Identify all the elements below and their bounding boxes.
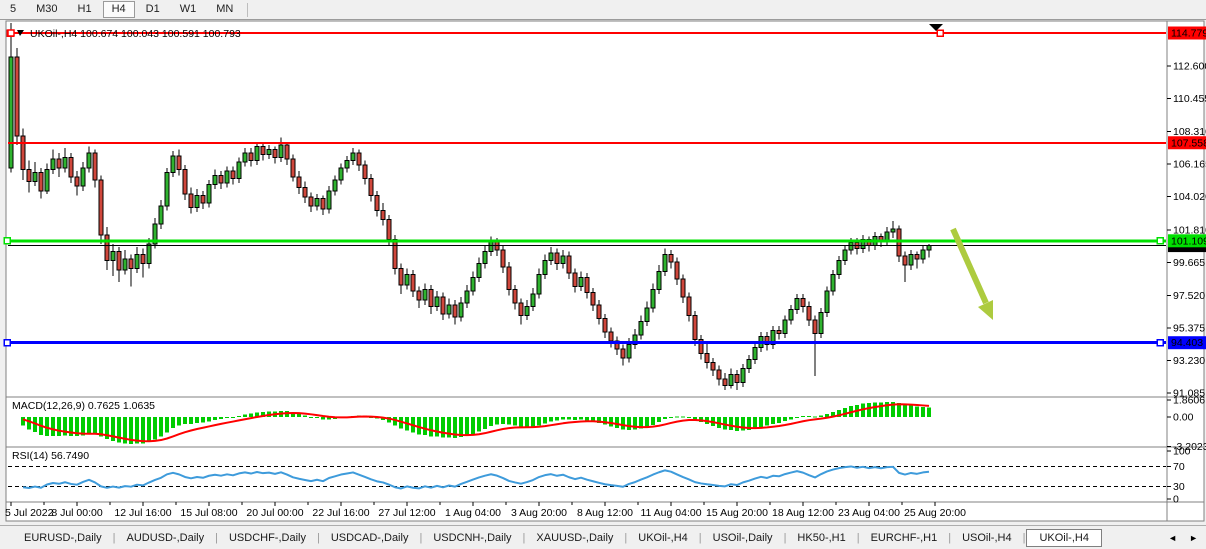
svg-text:0.00: 0.00 [1173, 412, 1194, 424]
svg-text:-3.2023: -3.2023 [1173, 441, 1206, 453]
tab-eurchf-h1[interactable]: EURCHF-,H1 [870, 531, 938, 544]
tab-usoil-daily[interactable]: USOil-,Daily [712, 531, 773, 544]
svg-text:15 Jul 08:00: 15 Jul 08:00 [180, 507, 237, 519]
svg-text:106.165: 106.165 [1173, 158, 1206, 170]
tab-separator: | [856, 531, 860, 544]
tf-button-5[interactable]: 5 [10, 3, 17, 15]
tab-usoil-h4[interactable]: USOil-,H4 [962, 531, 1012, 544]
tab-separator: | [522, 531, 526, 544]
toolbar-separator [247, 2, 249, 17]
svg-text:15 Aug 20:00: 15 Aug 20:00 [706, 507, 768, 519]
svg-text:20 Jul 00:00: 20 Jul 00:00 [246, 507, 303, 519]
chart-tabs: EURUSD-,Daily | AUDUSD-,Daily | USDCHF-,Dail… [14, 528, 1102, 547]
svg-text:8 Aug 12:00: 8 Aug 12:00 [577, 507, 633, 519]
svg-text:8 Jul 00:00: 8 Jul 00:00 [51, 507, 103, 519]
tab-separator: | [215, 531, 218, 544]
svg-text:0: 0 [1173, 494, 1179, 506]
svg-text:93.230: 93.230 [1173, 355, 1205, 367]
svg-text:3 Aug 20:00: 3 Aug 20:00 [511, 507, 567, 519]
tab-scroll-right-icon[interactable]: ► [1189, 532, 1198, 543]
horizontal-lines[interactable] [3, 29, 1166, 347]
tf-button-h4[interactable]: H4 [102, 1, 135, 18]
svg-text:112.600: 112.600 [1173, 61, 1206, 73]
svg-text:104.020: 104.020 [1173, 191, 1206, 203]
tf-button-mn[interactable]: MN [216, 3, 234, 15]
tab-separator: | [624, 531, 628, 544]
timeframe-toolbar: 5 M30 H1 H4 D1 W1 MN [0, 0, 1206, 20]
svg-text:97.520: 97.520 [1173, 290, 1205, 302]
tab-ukoil-h4[interactable]: UKOil-,H4 [1026, 528, 1102, 547]
rsi-label: RSI(14) 56.7490 [12, 450, 89, 462]
macd-panel[interactable]: 1.8606 0.00 -3.2023 MACD(12,26,9) 0.7625 1.… [12, 394, 1206, 453]
tab-separator: | [948, 531, 952, 544]
tab-xauusd-daily[interactable]: XAUUSD-,Daily [536, 531, 614, 544]
svg-text:101.810: 101.810 [1173, 225, 1206, 237]
svg-text:22 Jul 16:00: 22 Jul 16:00 [312, 507, 369, 519]
tab-separator: | [112, 531, 116, 544]
tf-button-h1[interactable]: H1 [77, 3, 92, 15]
candles-layer [8, 23, 932, 390]
tab-ukoil-h4[interactable]: UKOil-,H4 [638, 531, 688, 544]
line-handle-icon[interactable] [7, 29, 15, 37]
svg-text:101.109: 101.109 [1171, 235, 1206, 247]
svg-text:11 Aug 04:00: 11 Aug 04:00 [640, 507, 701, 519]
chart-dropdown-icon[interactable] [17, 30, 24, 36]
tab-hk50-h1[interactable]: HK50-,H1 [797, 531, 846, 544]
macd-label: MACD(12,26,9) 0.7625 1.0635 [12, 400, 155, 412]
svg-text:94.403: 94.403 [1171, 337, 1203, 349]
svg-text:114.779: 114.779 [1171, 28, 1206, 40]
tab-separator: | [1022, 531, 1026, 544]
chart-window [5, 20, 1205, 522]
tab-scroll-left-icon[interactable]: ◄ [1168, 532, 1178, 543]
svg-text:99.665: 99.665 [1173, 257, 1205, 269]
tab-usdchf-daily[interactable]: USDCHF-,Daily [228, 531, 306, 544]
svg-text:30: 30 [1173, 481, 1185, 493]
chart-title: UKOil-,H4 100.674 100.043 100.591 100.79… [30, 28, 241, 40]
series-end-marker-icon [929, 24, 943, 31]
svg-text:18 Aug 12:00: 18 Aug 12:00 [772, 507, 834, 519]
chart-tab-bar: EURUSD-,Daily | AUDUSD-,Daily | USDCHF-,Dail… [0, 525, 1206, 549]
trend-arrow[interactable] [950, 227, 993, 320]
tf-button-d1[interactable]: D1 [145, 3, 160, 15]
svg-text:12 Jul 16:00: 12 Jul 16:00 [114, 507, 171, 519]
tab-scroll-controls: ◄ ► [1168, 533, 1198, 543]
tab-separator: | [316, 531, 320, 544]
svg-text:110.455: 110.455 [1173, 93, 1206, 105]
tab-usdcnh-daily[interactable]: USDCNH-,Daily [433, 531, 512, 544]
tf-button-w1[interactable]: W1 [179, 3, 197, 15]
svg-text:95.375: 95.375 [1173, 322, 1205, 334]
tab-eurusd-daily[interactable]: EURUSD-,Daily [24, 531, 102, 544]
svg-text:25 Aug 20:00: 25 Aug 20:00 [904, 507, 966, 519]
tf-button-m30[interactable]: M30 [36, 3, 58, 15]
price-axis[interactable]: 112.600 110.455 108.310 106.165 104.020 101.8… [1167, 26, 1206, 400]
tab-separator: | [698, 531, 702, 544]
svg-text:5 Jul 2022: 5 Jul 2022 [5, 507, 54, 519]
svg-text:27 Jul 12:00: 27 Jul 12:00 [378, 507, 435, 519]
tab-audusd-daily[interactable]: AUDUSD-,Daily [126, 531, 205, 544]
tab-usdcad-daily[interactable]: USDCAD-,Daily [330, 531, 409, 544]
svg-text:1 Aug 04:00: 1 Aug 04:00 [445, 507, 501, 519]
rsi-panel[interactable]: 100 70 300 RSI(14) 56.7490 [8, 446, 1191, 506]
svg-text:23 Aug 04:00: 23 Aug 04:00 [838, 507, 900, 519]
tab-separator: | [783, 531, 787, 544]
svg-text:1.8606: 1.8606 [1173, 394, 1205, 406]
svg-text:100: 100 [1173, 446, 1191, 458]
svg-text:108.310: 108.310 [1173, 126, 1206, 138]
svg-text:107.558: 107.558 [1171, 137, 1206, 149]
tab-separator: | [419, 531, 423, 544]
svg-text:70: 70 [1173, 461, 1185, 473]
svg-text:91.085: 91.085 [1173, 388, 1205, 400]
